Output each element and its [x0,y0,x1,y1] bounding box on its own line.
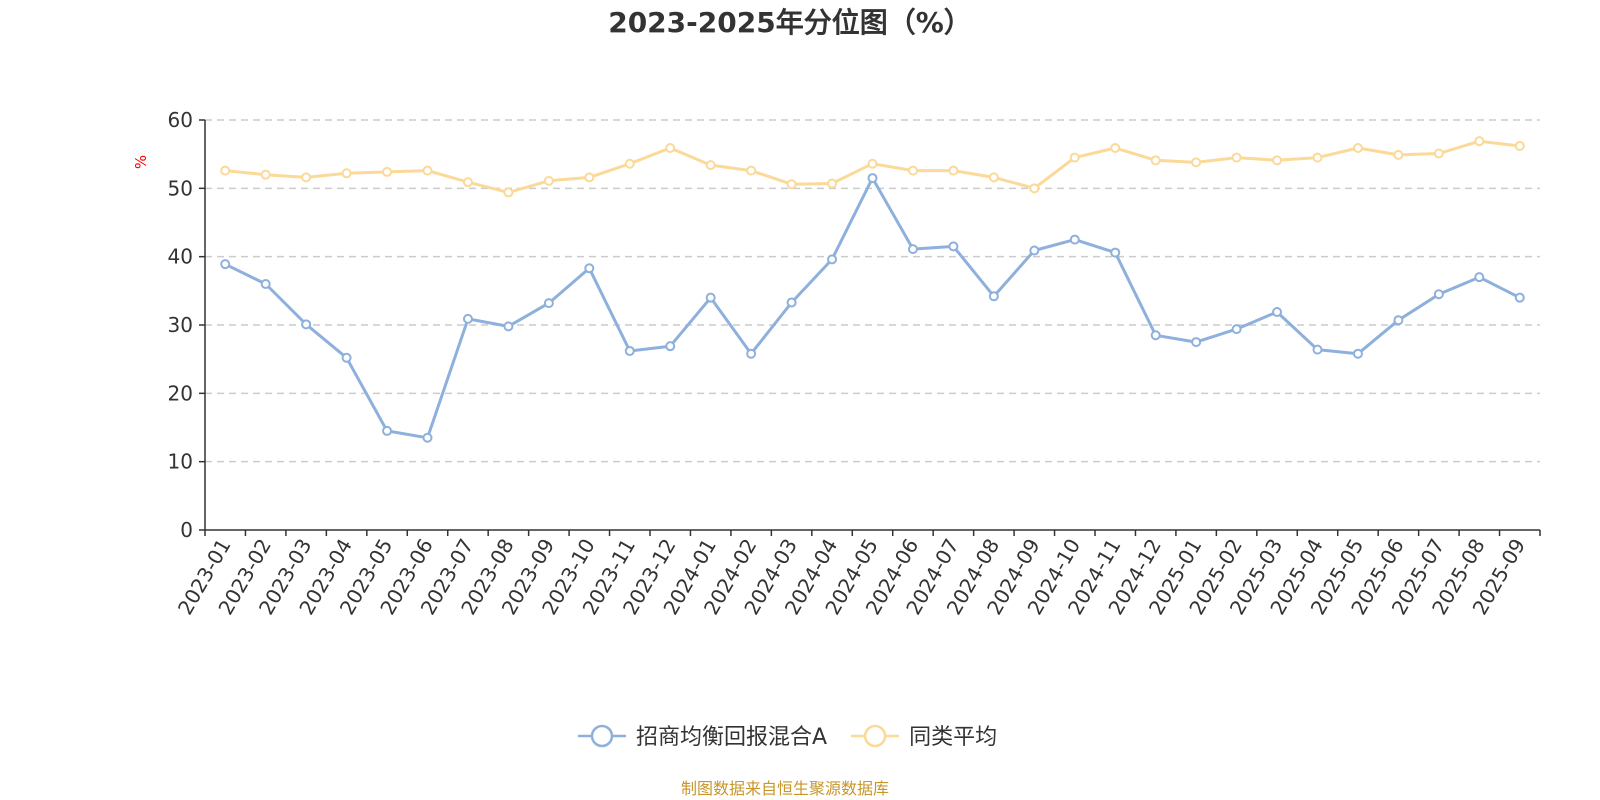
data-point[interactable] [503,187,514,198]
data-point[interactable] [867,158,878,169]
series-lines [220,136,1525,443]
data-point[interactable] [1029,245,1040,256]
legend-label: 招商均衡回报混合A [636,725,827,750]
series-group [220,136,1525,198]
data-point[interactable] [705,292,716,303]
y-tick-labels: 0 10 20 30 40 50 60 [168,108,193,542]
data-point[interactable] [1110,143,1121,154]
data-point[interactable] [260,279,271,289]
data-point[interactable] [948,241,959,252]
data-point[interactable] [382,425,393,436]
data-point[interactable] [341,352,352,363]
data-point[interactable] [786,297,797,308]
data-point[interactable] [988,291,999,302]
axes [199,119,1541,536]
data-point[interactable] [584,172,595,183]
x-tick-labels: 2023-012023-022023-032023-042023-052023-… [173,535,1530,619]
y-axis-label: % [132,155,150,169]
data-point[interactable] [301,319,312,330]
data-point[interactable] [1474,272,1485,283]
legend-label: 同类平均 [909,725,997,750]
data-point[interactable] [220,259,231,270]
data-point[interactable] [827,254,838,265]
data-point[interactable] [907,165,918,176]
data-point[interactable] [988,172,999,183]
data-point[interactable] [462,177,473,188]
data-point[interactable] [1272,155,1283,166]
data-point[interactable] [746,165,757,176]
data-point[interactable] [382,166,393,177]
data-point[interactable] [1150,330,1161,341]
data-point[interactable] [624,158,635,169]
data-point[interactable] [827,178,838,189]
data-point[interactable] [1191,337,1202,348]
data-point[interactable] [948,165,959,176]
data-point[interactable] [1514,292,1525,303]
legend-marker-icon [863,724,887,748]
data-point[interactable] [624,345,635,356]
data-point[interactable] [1352,143,1363,154]
data-point[interactable] [1231,324,1242,335]
data-point[interactable] [786,179,797,190]
data-point[interactable] [665,341,676,352]
data-point[interactable] [1393,315,1404,326]
data-point[interactable] [543,298,554,309]
legend-marker-icon [590,724,614,748]
source-note: 制图数据来自恒生聚源数据库 [681,779,889,798]
data-point[interactable] [341,168,352,179]
data-point[interactable] [1231,152,1242,163]
data-point[interactable] [867,173,878,184]
data-point[interactable] [503,321,514,332]
series-group [220,173,1525,443]
data-point[interactable] [1069,234,1080,245]
y-tick-label: 10 [168,450,193,474]
legend-item[interactable]: 同类平均 [851,724,997,750]
data-point[interactable] [665,143,676,154]
data-point[interactable] [1352,348,1363,359]
data-point[interactable] [907,244,918,255]
data-point[interactable] [543,175,554,186]
y-tick-label: 0 [180,518,193,542]
legend[interactable]: 招商均衡回报混合A 同类平均 [578,724,997,750]
legend-item[interactable]: 招商均衡回报混合A [578,724,827,750]
data-point[interactable] [1433,148,1444,159]
data-point[interactable] [1514,140,1525,151]
data-point[interactable] [220,165,231,176]
data-point[interactable] [1069,152,1080,163]
y-tick-label: 50 [168,176,193,200]
data-point[interactable] [1312,344,1323,355]
y-tick-label: 60 [168,108,193,132]
data-point[interactable] [584,263,595,274]
data-point[interactable] [422,165,433,176]
data-point[interactable] [422,432,433,443]
data-point[interactable] [1150,155,1161,166]
grid-lines [205,119,1540,463]
data-point[interactable] [1029,183,1040,194]
data-point[interactable] [1110,247,1121,258]
series-line [224,176,1521,440]
data-point[interactable] [1433,289,1444,300]
y-tick-label: 30 [168,313,193,337]
data-point[interactable] [1393,149,1404,160]
data-point[interactable] [301,172,312,183]
data-point[interactable] [1312,152,1323,163]
y-tick-label: 20 [168,381,193,405]
data-point[interactable] [1191,157,1202,168]
chart-title: 2023-2025年分位图（%） [608,6,972,39]
data-point[interactable] [746,348,757,359]
data-point[interactable] [260,169,271,180]
data-point[interactable] [1272,307,1283,318]
y-tick-label: 40 [168,245,193,269]
data-point[interactable] [1474,136,1485,147]
data-point[interactable] [462,313,473,324]
data-point[interactable] [705,160,716,171]
